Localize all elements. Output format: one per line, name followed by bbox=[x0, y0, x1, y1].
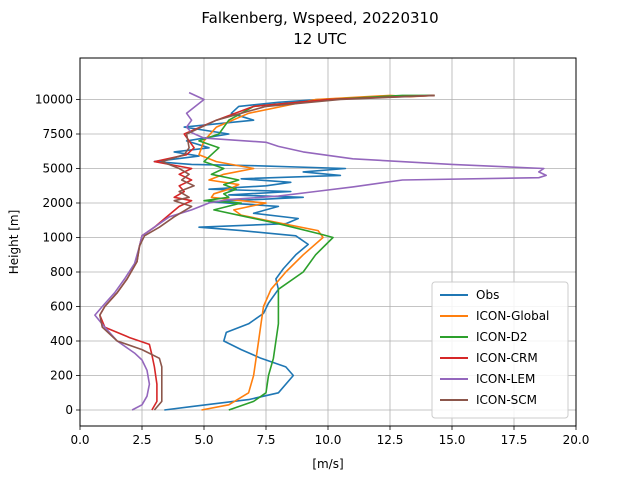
chart-subtitle: 12 UTC bbox=[293, 30, 347, 48]
series-line-icon-crm bbox=[99, 94, 435, 411]
chart-title: Falkenberg, Wspeed, 20220310 bbox=[201, 9, 438, 27]
x-axis-label: [m/s] bbox=[312, 457, 343, 471]
series-lines bbox=[94, 91, 547, 411]
legend-entry-icon-d2: ICON-D2 bbox=[476, 330, 528, 344]
y-tick-label: 5000 bbox=[42, 162, 73, 176]
x-tick-label: 15.0 bbox=[439, 433, 466, 447]
x-tick-label: 7.5 bbox=[256, 433, 275, 447]
y-tick-label: 400 bbox=[50, 334, 73, 348]
x-tick-label: 0.0 bbox=[70, 433, 89, 447]
legend-entry-obs: Obs bbox=[476, 288, 499, 302]
y-tick-label: 1000 bbox=[42, 231, 73, 245]
y-tick-label: 10000 bbox=[35, 93, 73, 107]
legend-entry-icon-crm: ICON-CRM bbox=[476, 351, 538, 365]
legend-entry-icon-global: ICON-Global bbox=[476, 309, 549, 323]
axis-ticks: 0.0 2.5 5.0 7.5 10.0 12.5 15.0 17.5 20.0 0 200 400 6… bbox=[35, 93, 590, 448]
x-tick-label: 20.0 bbox=[563, 433, 590, 447]
series-line-icon-scm bbox=[99, 94, 435, 411]
y-tick-label: 200 bbox=[50, 369, 73, 383]
series-line-icon-global bbox=[198, 94, 435, 411]
legend: Obs ICON-Global ICON-D2 ICON-CRM ICON-LEM ICO… bbox=[431, 281, 569, 419]
legend-entry-icon-scm: ICON-SCM bbox=[476, 393, 537, 407]
x-tick-label: 12.5 bbox=[377, 433, 404, 447]
y-tick-label: 800 bbox=[50, 265, 73, 279]
x-tick-label: 17.5 bbox=[501, 433, 528, 447]
y-tick-label: 2000 bbox=[42, 196, 73, 210]
y-tick-label: 7500 bbox=[42, 127, 73, 141]
y-tick-label: 600 bbox=[50, 300, 73, 314]
series-line-icon-lem bbox=[94, 91, 547, 411]
y-tick-label: 0 bbox=[65, 403, 73, 417]
y-axis-label: Height [m] bbox=[7, 210, 21, 275]
x-tick-label: 2.5 bbox=[132, 433, 151, 447]
legend-entry-icon-lem: ICON-LEM bbox=[476, 372, 535, 386]
x-tick-label: 5.0 bbox=[194, 433, 213, 447]
x-tick-label: 10.0 bbox=[315, 433, 342, 447]
